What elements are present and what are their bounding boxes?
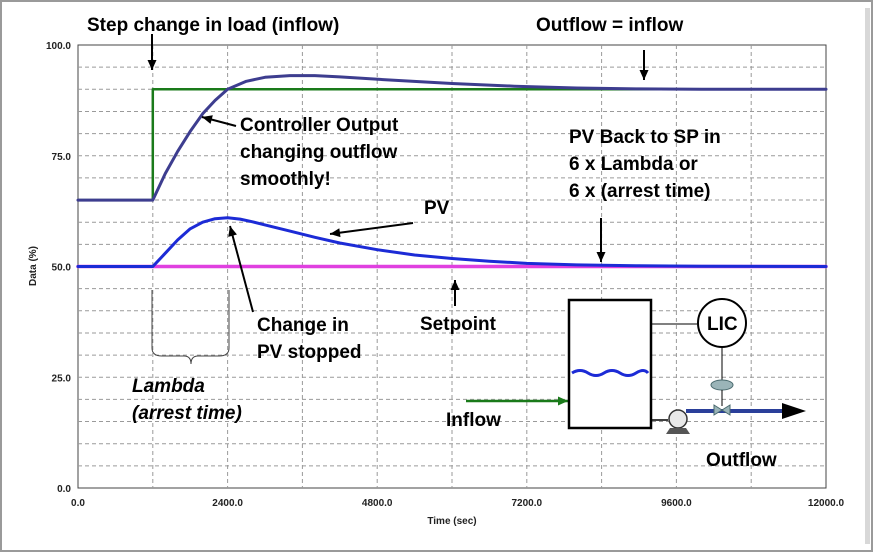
annotation-co3: smoothly! (240, 169, 331, 190)
liquid-level-icon (571, 369, 650, 377)
arrow-pv (329, 222, 414, 235)
series-line-controller-output (76, 74, 828, 202)
outflow-pipe (686, 409, 782, 413)
arrow-controller-output-head (202, 115, 213, 124)
series-line-pv (76, 216, 828, 268)
annotation-outflow-eq: Outflow = inflow (536, 15, 683, 36)
annotation-inflow: Inflow (446, 410, 501, 431)
arrow-change-in-pv-head (228, 226, 237, 237)
x-tick-label: 12000.0 (808, 498, 845, 509)
x-tick-label: 4800.0 (362, 498, 393, 509)
pump-icon (668, 409, 688, 429)
arrow-setpoint-head (450, 280, 460, 290)
arrow-change-in-pv (229, 225, 254, 313)
annotations: Step change in load (inflow) Outflow = in… (87, 15, 777, 471)
y-tick-label: 100.0 (46, 41, 71, 52)
y-tick-label: 75.0 (52, 152, 72, 163)
annotation-pvback2: 6 x Lambda or (569, 154, 698, 175)
annotation-change1: Change in (257, 315, 349, 336)
tank-icon (567, 298, 653, 430)
tank-diagram (567, 298, 806, 434)
annotation-arrows (147, 34, 649, 406)
brace-curve (151, 347, 230, 365)
y-tick-label: 25.0 (52, 373, 72, 384)
x-tick-label: 2400.0 (212, 498, 243, 509)
annotation-setpoint: Setpoint (420, 314, 497, 335)
valve-actuator-icon (710, 379, 734, 391)
pump-base-icon (666, 428, 690, 434)
y-tick-label: 50.0 (52, 263, 72, 274)
x-tick-label: 0.0 (71, 498, 85, 509)
annotation-lambda1: Lambda (132, 376, 205, 397)
control-valve-icon (713, 404, 731, 416)
annotation-step: Step change in load (inflow) (87, 15, 339, 36)
x-tick-label: 9600.0 (661, 498, 692, 509)
x-axis-label: Time (sec) (427, 516, 476, 527)
y-axis-label: Data (%) (28, 246, 39, 286)
outflow-arrow-head (782, 403, 806, 419)
annotation-co2: changing outflow (240, 142, 397, 163)
annotation-lic: LIC (707, 314, 738, 335)
arrow-pv-head (330, 228, 341, 238)
axis-ticks: 0.0 2400.0 4800.0 7200.0 9600.0 12000.0 0.0 25.… (46, 41, 845, 509)
annotation-lambda2: (arrest time) (132, 403, 242, 424)
arrow-outflow-equals-inflow-head (639, 70, 649, 80)
grid (78, 45, 826, 488)
y-tick-label: 0.0 (57, 484, 71, 495)
lambda-brace (151, 290, 230, 365)
arrow-step-change-head (147, 60, 157, 70)
series-lines (76, 74, 828, 269)
arrow-inflow-head (558, 396, 568, 406)
x-tick-label: 7200.0 (512, 498, 543, 509)
annotation-pvback1: PV Back to SP in (569, 127, 721, 148)
annotation-change2: PV stopped (257, 342, 362, 363)
annotation-co1: Controller Output (240, 115, 399, 136)
annotation-pvback3: 6 x (arrest time) (569, 181, 711, 202)
arrow-pv-back-to-sp-head (596, 252, 606, 262)
annotation-outflow: Outflow (706, 450, 777, 471)
annotation-pv: PV (424, 198, 450, 219)
